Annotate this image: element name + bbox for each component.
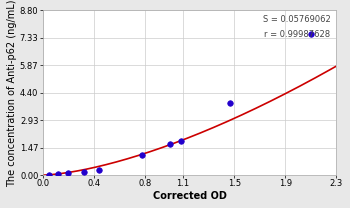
- Point: [96, 168, 101, 172]
- Point: [308, 32, 314, 36]
- Point: [81, 170, 86, 173]
- Point: [228, 102, 233, 105]
- Point: [168, 142, 173, 146]
- Text: r = 0.99987628: r = 0.99987628: [265, 30, 330, 39]
- Point: [65, 171, 71, 175]
- Point: [139, 154, 145, 157]
- Point: [55, 172, 61, 176]
- Y-axis label: The concentration of Anti-p62 (ng/mL): The concentration of Anti-p62 (ng/mL): [7, 0, 17, 187]
- Point: [46, 173, 52, 176]
- Text: S = 0.05769062: S = 0.05769062: [263, 15, 330, 24]
- Point: [178, 139, 183, 143]
- X-axis label: Corrected OD: Corrected OD: [153, 191, 226, 201]
